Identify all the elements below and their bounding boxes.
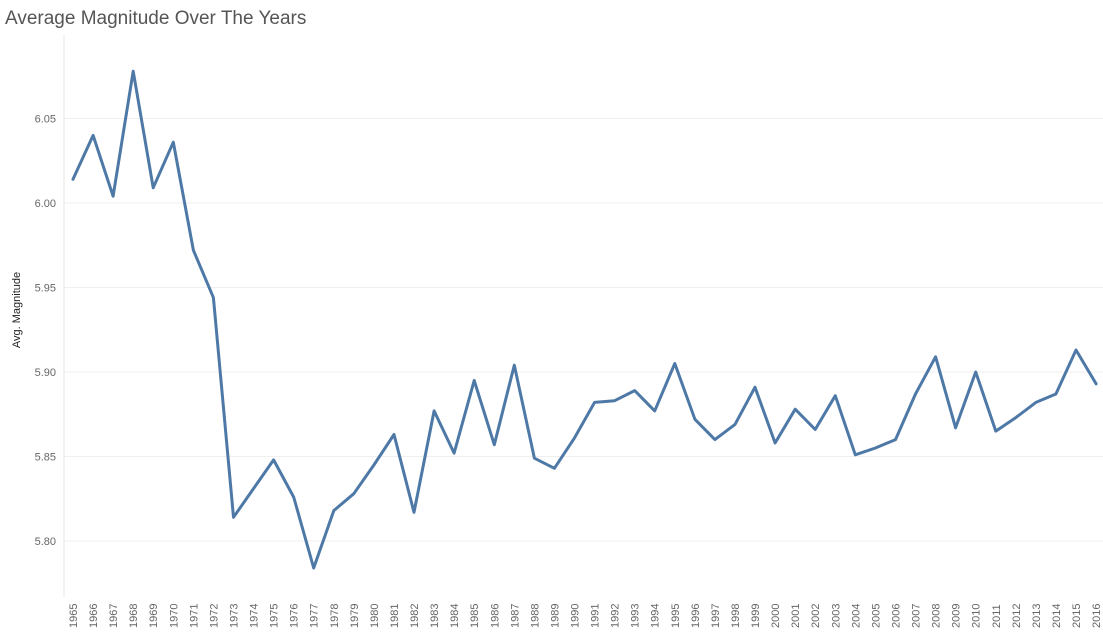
x-tick-label: 1987 [509,604,521,628]
x-axis-ticks: 1965 1966 1967 1968 1969 1970 1971 1972 1973 1974… [68,604,1103,628]
y-tick-label: 6.00 [35,198,56,210]
x-tick-label: 1983 [429,604,441,628]
y-axis-ticks: 5.80 5.85 5.90 5.95 6.00 6.05 [35,114,56,549]
x-tick-label: 2015 [1071,604,1083,628]
x-tick-label: 2006 [890,604,902,628]
x-tick-label: 1999 [750,604,762,628]
x-tick-label: 2010 [971,604,983,628]
x-tick-label: 1998 [730,604,742,628]
x-tick-label: 1990 [570,604,582,628]
x-tick-label: 1981 [389,604,401,628]
x-tick-label: 1965 [68,604,80,628]
x-tick-label: 2001 [790,604,802,628]
x-tick-label: 1997 [710,604,722,628]
x-tick-label: 1985 [469,604,481,628]
x-tick-label: 1976 [289,604,301,628]
x-tick-label: 1984 [449,604,461,628]
x-tick-label: 2011 [991,604,1003,628]
x-tick-label: 2002 [810,604,822,628]
x-tick-label: 1968 [128,604,140,628]
series-line [71,69,1098,570]
x-tick-label: 1996 [690,604,702,628]
x-tick-label: 1973 [228,604,240,628]
x-tick-label: 1986 [489,604,501,628]
x-tick-label: 1970 [168,604,180,628]
y-tick-label: 5.85 [35,452,56,464]
x-tick-label: 1966 [88,604,100,628]
y-tick-label: 5.80 [35,536,56,548]
x-tick-label: 1969 [148,604,160,628]
x-tick-label: 1967 [108,604,120,628]
x-tick-label: 1978 [329,604,341,628]
x-tick-label: 2016 [1091,604,1103,628]
x-tick-label: 1993 [630,604,642,628]
x-tick-label: 1982 [409,604,421,628]
chart-title: Average Magnitude Over The Years [5,8,307,29]
x-tick-label: 1994 [650,604,662,628]
x-tick-label: 1975 [269,604,281,628]
x-tick-label: 1980 [369,604,381,628]
x-tick-label: 2009 [951,604,963,628]
x-tick-label: 1991 [590,604,602,628]
x-tick-label: 2008 [931,604,943,628]
x-tick-label: 2003 [830,604,842,628]
x-tick-label: 1971 [188,604,200,628]
y-tick-label: 6.05 [35,114,56,126]
x-tick-label: 2012 [1011,604,1023,628]
x-tick-label: 1972 [208,604,220,628]
x-tick-label: 1977 [309,604,321,628]
y-tick-label: 5.95 [35,283,56,295]
y-axis-label: Avg. Magnitude [11,272,23,348]
x-tick-label: 2005 [870,604,882,628]
gridlines [64,118,1103,542]
x-tick-label: 2007 [911,604,923,628]
x-tick-label: 1989 [549,604,561,628]
x-tick-label: 1979 [349,604,361,628]
x-tick-label: 1974 [249,604,261,628]
x-tick-label: 2013 [1031,604,1043,628]
x-tick-label: 2004 [850,604,862,628]
x-tick-label: 2014 [1051,604,1063,628]
x-tick-label: 1988 [529,604,541,628]
x-tick-label: 2000 [770,604,782,628]
x-tick-label: 1995 [670,604,682,628]
y-tick-label: 5.90 [35,367,56,379]
x-tick-label: 1992 [610,604,622,628]
